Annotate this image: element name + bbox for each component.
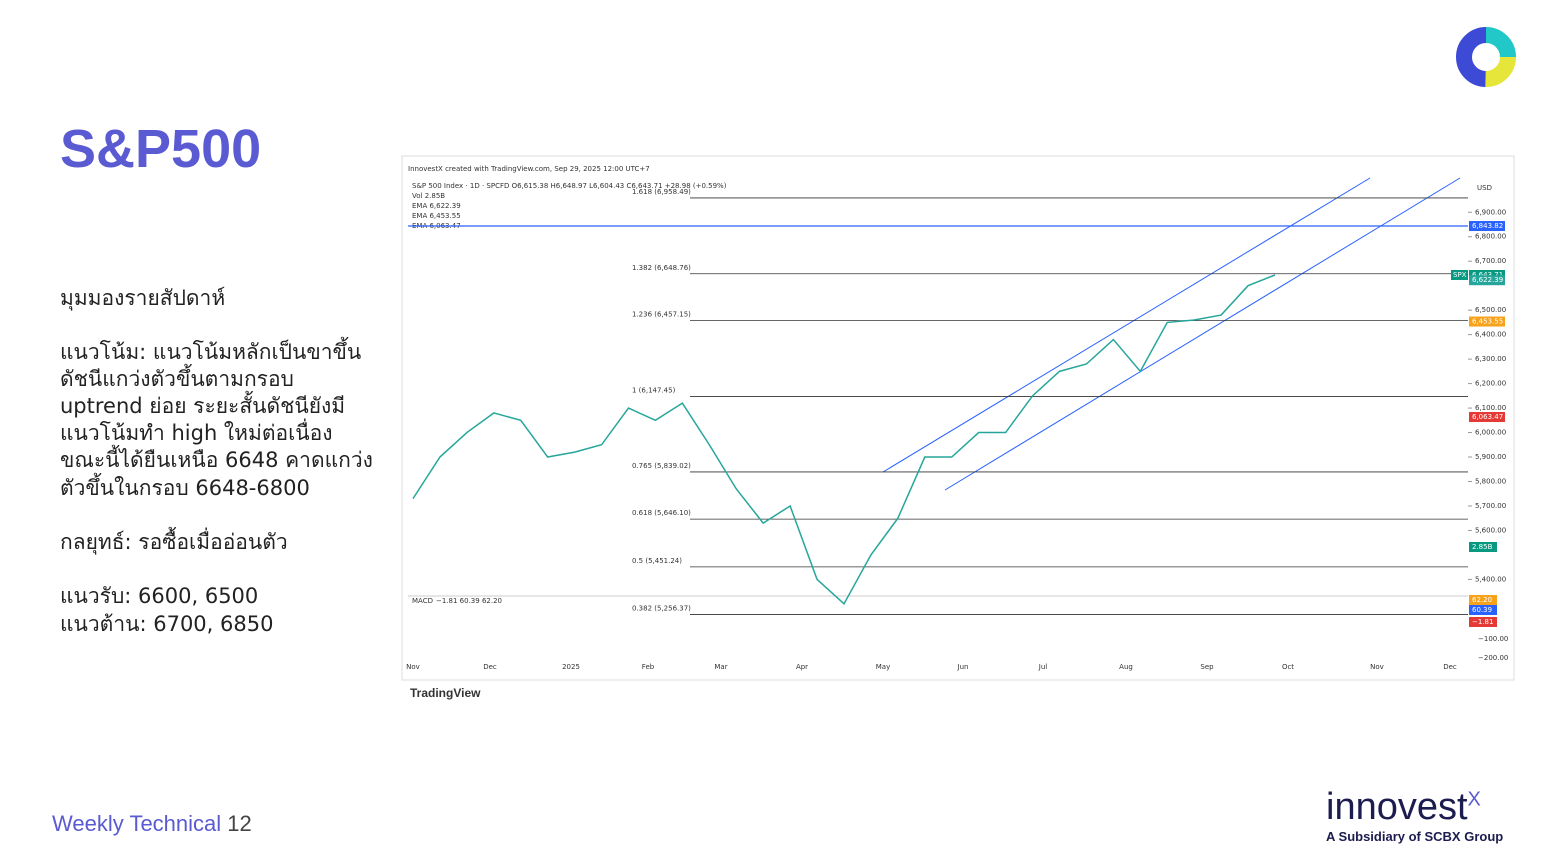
x-tick-label: 2025 xyxy=(562,663,580,671)
x-tick-label: Mar xyxy=(714,663,727,671)
y-tick-label: 5,900.00 xyxy=(1475,453,1506,461)
y-tick-label: 6,000.00 xyxy=(1475,429,1506,437)
price-tag-label: 6,643.71 xyxy=(1472,271,1503,279)
brand: innovestX xyxy=(1326,786,1481,829)
commentary-line: uptrend ย่อย ระยะสั้นดัชนียังมี xyxy=(60,394,346,418)
channel-line xyxy=(944,177,1461,491)
page-number: 12 xyxy=(227,811,252,836)
macd-tick: −200.00 xyxy=(1478,654,1508,662)
price-tag-label: 6,622.39 xyxy=(1472,276,1503,284)
panel-tag xyxy=(1469,605,1497,615)
fib-label: 1.236 (6,457.15) xyxy=(632,311,691,319)
y-tick-label: 6,100.00 xyxy=(1475,404,1506,412)
x-tick-label: Feb xyxy=(642,663,655,671)
commentary-line: ดัชนีแกว่งตัวขึ้นตามกรอบ xyxy=(60,367,294,391)
macd-tick: −100.00 xyxy=(1478,635,1508,643)
x-tick-label: Jun xyxy=(957,663,969,671)
y-tick-label: 6,900.00 xyxy=(1475,208,1506,216)
chart-frame xyxy=(401,155,1515,681)
commentary-line: แนวโน้มทำ high ใหม่ต่อเนื่อง xyxy=(60,421,333,445)
legend-entry: Vol 2.85B xyxy=(412,192,445,200)
y-tick-label: 6,400.00 xyxy=(1475,331,1506,339)
fib-label: 1.618 (6,958.49) xyxy=(632,188,691,196)
legend-entry: EMA 6,622.39 xyxy=(412,202,461,210)
price-tag xyxy=(1469,221,1505,232)
commentary-line: กลยุทธ์: รอซื้อเมื่ออ่อนตัว xyxy=(60,530,288,554)
y-tick-label: 5,400.00 xyxy=(1475,575,1506,583)
fib-label: 0.382 (5,256.37) xyxy=(632,605,691,613)
currency: USD xyxy=(1477,184,1492,192)
fib-label: 0.618 (5,646.10) xyxy=(632,509,691,517)
x-tick-label: Nov xyxy=(406,663,420,671)
panel-tag xyxy=(1469,595,1497,605)
symbol-label: SPX xyxy=(1453,271,1467,279)
legend-entry: S&P 500 Index · 1D · SPCFD O6,615.38 H6,… xyxy=(412,182,727,190)
brand-name: innovest xyxy=(1326,786,1468,828)
x-tick-label: Sep xyxy=(1200,663,1214,671)
commentary-line: แนวรับ: 6600, 6500 xyxy=(60,584,259,608)
commentary-line: มุมมองรายสัปดาห์ xyxy=(60,286,226,310)
y-tick-label: 6,500.00 xyxy=(1475,306,1506,314)
panel-tag-label: −1.81 xyxy=(1472,618,1493,626)
title: S&P500 xyxy=(60,119,262,179)
x-tick-label: Aug xyxy=(1119,663,1133,671)
fib-label: 1 (6,147.45) xyxy=(632,386,676,394)
logo-circle xyxy=(1456,27,1516,87)
brand-sup: X xyxy=(1467,788,1481,811)
commentary-line: ตัวขึ้นในกรอบ 6648-6800 xyxy=(60,476,310,500)
y-tick-label: 6,300.00 xyxy=(1475,355,1506,363)
panel-tag-label: 62.20 xyxy=(1472,596,1492,604)
panel-tag xyxy=(1469,617,1497,627)
symbol-tag xyxy=(1451,269,1468,280)
panel-tag-label: 2.85B xyxy=(1472,543,1493,551)
price-tag xyxy=(1469,275,1505,286)
footer: Weekly Technical 12 xyxy=(52,811,252,837)
tv-logo: TradingView xyxy=(410,686,481,700)
y-tick-label: 5,600.00 xyxy=(1475,526,1506,534)
x-tick-label: Nov xyxy=(1370,663,1384,671)
commentary-line: แนวต้าน: 6700, 6850 xyxy=(60,612,274,636)
commentary-line: ขณะนี้ได้ยืนเหนือ 6648 คาดแกว่ง xyxy=(60,448,373,472)
x-tick-label: Apr xyxy=(796,663,808,671)
credit: InnovestX created with TradingView.com, … xyxy=(408,165,650,173)
y-tick-label: 5,700.00 xyxy=(1475,502,1506,510)
price-tag-label: 6,843.82 xyxy=(1472,222,1503,230)
x-tick-label: May xyxy=(876,663,890,671)
x-tick-label: Dec xyxy=(1443,663,1457,671)
y-tick-label: 5,800.00 xyxy=(1475,477,1506,485)
price-tag xyxy=(1469,412,1505,423)
macd-values: −1.81 60.39 62.20 xyxy=(436,597,502,605)
price-tag xyxy=(1469,269,1505,280)
channel-line xyxy=(882,177,1371,473)
y-tick-label: 6,700.00 xyxy=(1475,257,1506,265)
y-tick-label: 6,200.00 xyxy=(1475,380,1506,388)
x-tick-label: Oct xyxy=(1282,663,1294,671)
x-tick-label: Jul xyxy=(1038,663,1048,671)
x-tick-label: Dec xyxy=(483,663,497,671)
fib-label: 1.382 (6,648.76) xyxy=(632,264,691,272)
tagline: A Subsidiary of SCBX Group xyxy=(1326,829,1504,844)
price-tag-label: 6,453.55 xyxy=(1472,318,1503,326)
y-tick-label: 6,800.00 xyxy=(1475,233,1506,241)
fib-label: 0.5 (5,451.24) xyxy=(632,557,682,565)
fib-label: 0.765 (5,839.02) xyxy=(632,462,691,470)
section: Weekly Technical xyxy=(52,811,222,836)
commentary-line: แนวโน้ม: แนวโน้มหลักเป็นขาขึ้น xyxy=(60,340,362,364)
panel-tag xyxy=(1469,542,1497,552)
panel-tag-label: 60.39 xyxy=(1472,606,1492,614)
price-line xyxy=(412,274,1276,606)
macd-label: MACD xyxy=(412,597,433,605)
price-tag-label: 6,063.47 xyxy=(1472,413,1503,421)
price-tag xyxy=(1469,316,1505,327)
legend-entry: EMA 6,453.55 xyxy=(412,212,461,220)
